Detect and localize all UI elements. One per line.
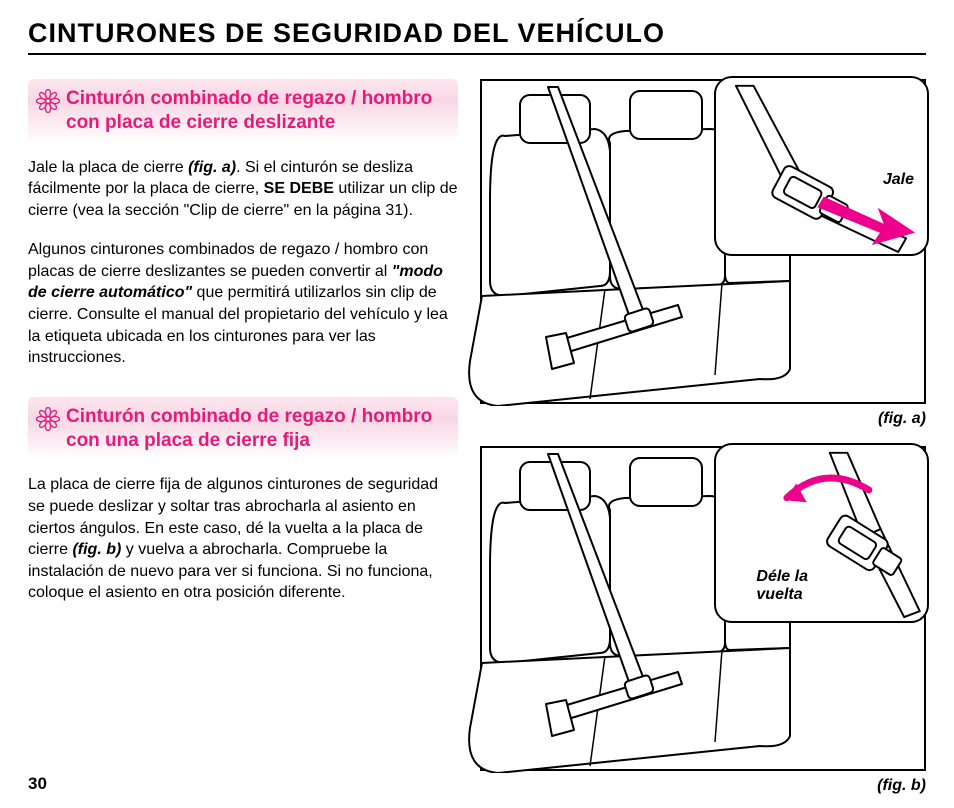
page-title: CINTURONES DE SEGURIDAD DEL VEHÍCULO [28, 18, 926, 55]
fig-ref: (fig. b) [72, 541, 121, 558]
figure-b-caption: (fig. b) [877, 777, 926, 795]
label-line2: vuelta [756, 586, 802, 603]
figure-a-block: Jale (fig. a) [480, 79, 926, 404]
flower-icon [36, 89, 60, 113]
content-columns: Cinturón combinado de regazo / hombro co… [28, 79, 926, 771]
label-line1: Déle la [756, 568, 808, 585]
figure-b-inset-label: Déle la vuelta [756, 568, 808, 603]
section1-heading-box: Cinturón combinado de regazo / hombro co… [28, 79, 458, 143]
section1-paragraph2: Algunos cinturones combinados de regazo … [28, 239, 458, 369]
section2-heading: Cinturón combinado de regazo / hombro co… [66, 405, 446, 453]
text-span: Algunos cinturones combinados de regazo … [28, 241, 428, 280]
section2-heading-box: Cinturón combinado de regazo / hombro co… [28, 397, 458, 461]
figure-a-inset-label: Jale [883, 171, 914, 189]
text-span: Jale la placa de cierre [28, 159, 188, 176]
page-number: 30 [28, 774, 47, 794]
section1-heading: Cinturón combinado de regazo / hombro co… [66, 87, 446, 135]
left-column: Cinturón combinado de regazo / hombro co… [28, 79, 458, 771]
latch-plate-pull-illustration [716, 78, 927, 254]
figure-a-caption: (fig. a) [878, 410, 926, 428]
emphasis-bold: SE DEBE [264, 180, 334, 197]
figure-b-frame: Déle la vuelta [480, 446, 926, 771]
fig-ref: (fig. a) [188, 159, 236, 176]
figure-b-block: Déle la vuelta (fig. b) [480, 446, 926, 771]
flower-icon [36, 407, 60, 431]
figure-a-frame: Jale [480, 79, 926, 404]
latch-plate-flip-illustration [716, 445, 927, 621]
figure-b-inset [714, 443, 929, 623]
section1-paragraph1: Jale la placa de cierre (fig. a). Si el … [28, 157, 458, 222]
figure-a-inset [714, 76, 929, 256]
section2-paragraph1: La placa de cierre fija de algunos cintu… [28, 474, 458, 604]
right-column: Jale (fig. a) [480, 79, 926, 771]
